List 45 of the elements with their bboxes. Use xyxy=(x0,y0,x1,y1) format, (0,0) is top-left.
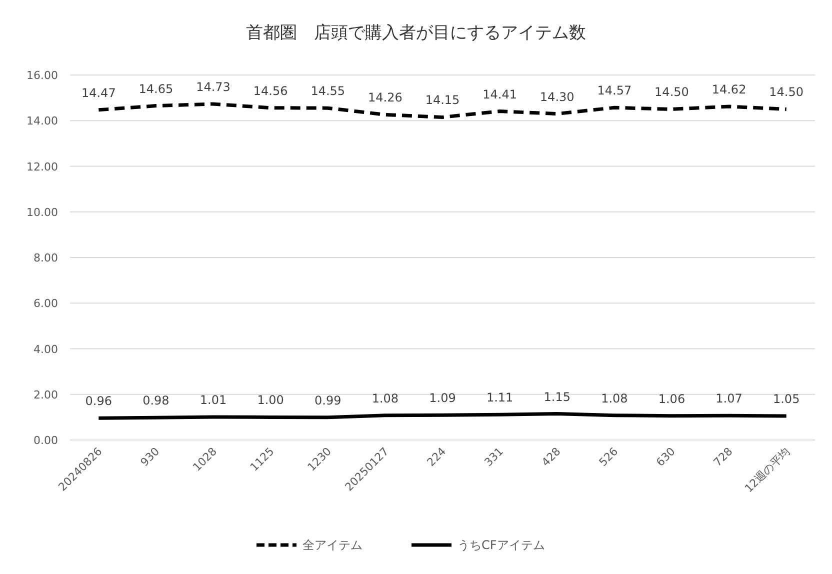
data-label: 14.30 xyxy=(540,90,574,104)
data-label: 14.50 xyxy=(654,85,689,100)
data-label: 14.50 xyxy=(769,85,804,100)
data-label: 0.99 xyxy=(314,393,342,408)
data-label: 1.08 xyxy=(601,391,628,406)
x-tick-label: 428 xyxy=(539,444,564,469)
data-label: 1.09 xyxy=(429,391,456,406)
x-tick-label: 630 xyxy=(654,444,678,469)
data-label: 1.15 xyxy=(544,390,570,404)
data-label: 14.15 xyxy=(425,93,460,108)
data-label: 1.08 xyxy=(372,391,399,406)
data-label: 1.00 xyxy=(257,393,284,408)
y-tick-label: 6.00 xyxy=(34,297,58,310)
x-tick-label: 728 xyxy=(711,444,736,469)
legend-label: 全アイテム xyxy=(302,538,362,552)
data-label: 14.62 xyxy=(712,82,746,96)
y-tick-label: 16.00 xyxy=(26,69,58,82)
data-label: 1.05 xyxy=(772,392,800,406)
y-tick-label: 4.00 xyxy=(34,342,58,356)
x-tick-label: 930 xyxy=(138,444,162,469)
data-label: 1.11 xyxy=(486,390,514,405)
x-tick-label: 12週の平均 xyxy=(742,444,792,496)
chart-title: 首都圏 店頭で購入者が目にするアイテム数 xyxy=(246,23,586,43)
data-label: 14.26 xyxy=(368,90,402,105)
y-tick-label: 2.00 xyxy=(34,388,58,402)
data-label: 14.57 xyxy=(597,84,632,98)
data-label: 14.55 xyxy=(310,84,346,98)
data-label: 14.65 xyxy=(138,82,174,96)
y-tick-label: 14.00 xyxy=(26,114,58,128)
data-label: 0.96 xyxy=(85,394,112,408)
data-label: 0.98 xyxy=(142,394,170,408)
data-label: 14.41 xyxy=(482,87,517,102)
data-label: 1.06 xyxy=(658,392,686,406)
y-tick-label: 12.00 xyxy=(26,160,58,174)
data-label: 14.47 xyxy=(81,86,116,100)
data-label: 1.01 xyxy=(200,392,227,407)
x-tick-label: 331 xyxy=(482,444,506,469)
legend-label: うちCFアイテム xyxy=(458,538,545,552)
y-tick-label: 10.00 xyxy=(26,206,58,219)
x-tick-label: 526 xyxy=(596,444,621,469)
data-label: 1.07 xyxy=(716,392,742,406)
data-label: 14.73 xyxy=(196,80,230,94)
y-tick-label: 8.00 xyxy=(34,252,58,264)
y-tick-label: 0.00 xyxy=(34,434,58,447)
data-label: 14.56 xyxy=(253,84,288,98)
